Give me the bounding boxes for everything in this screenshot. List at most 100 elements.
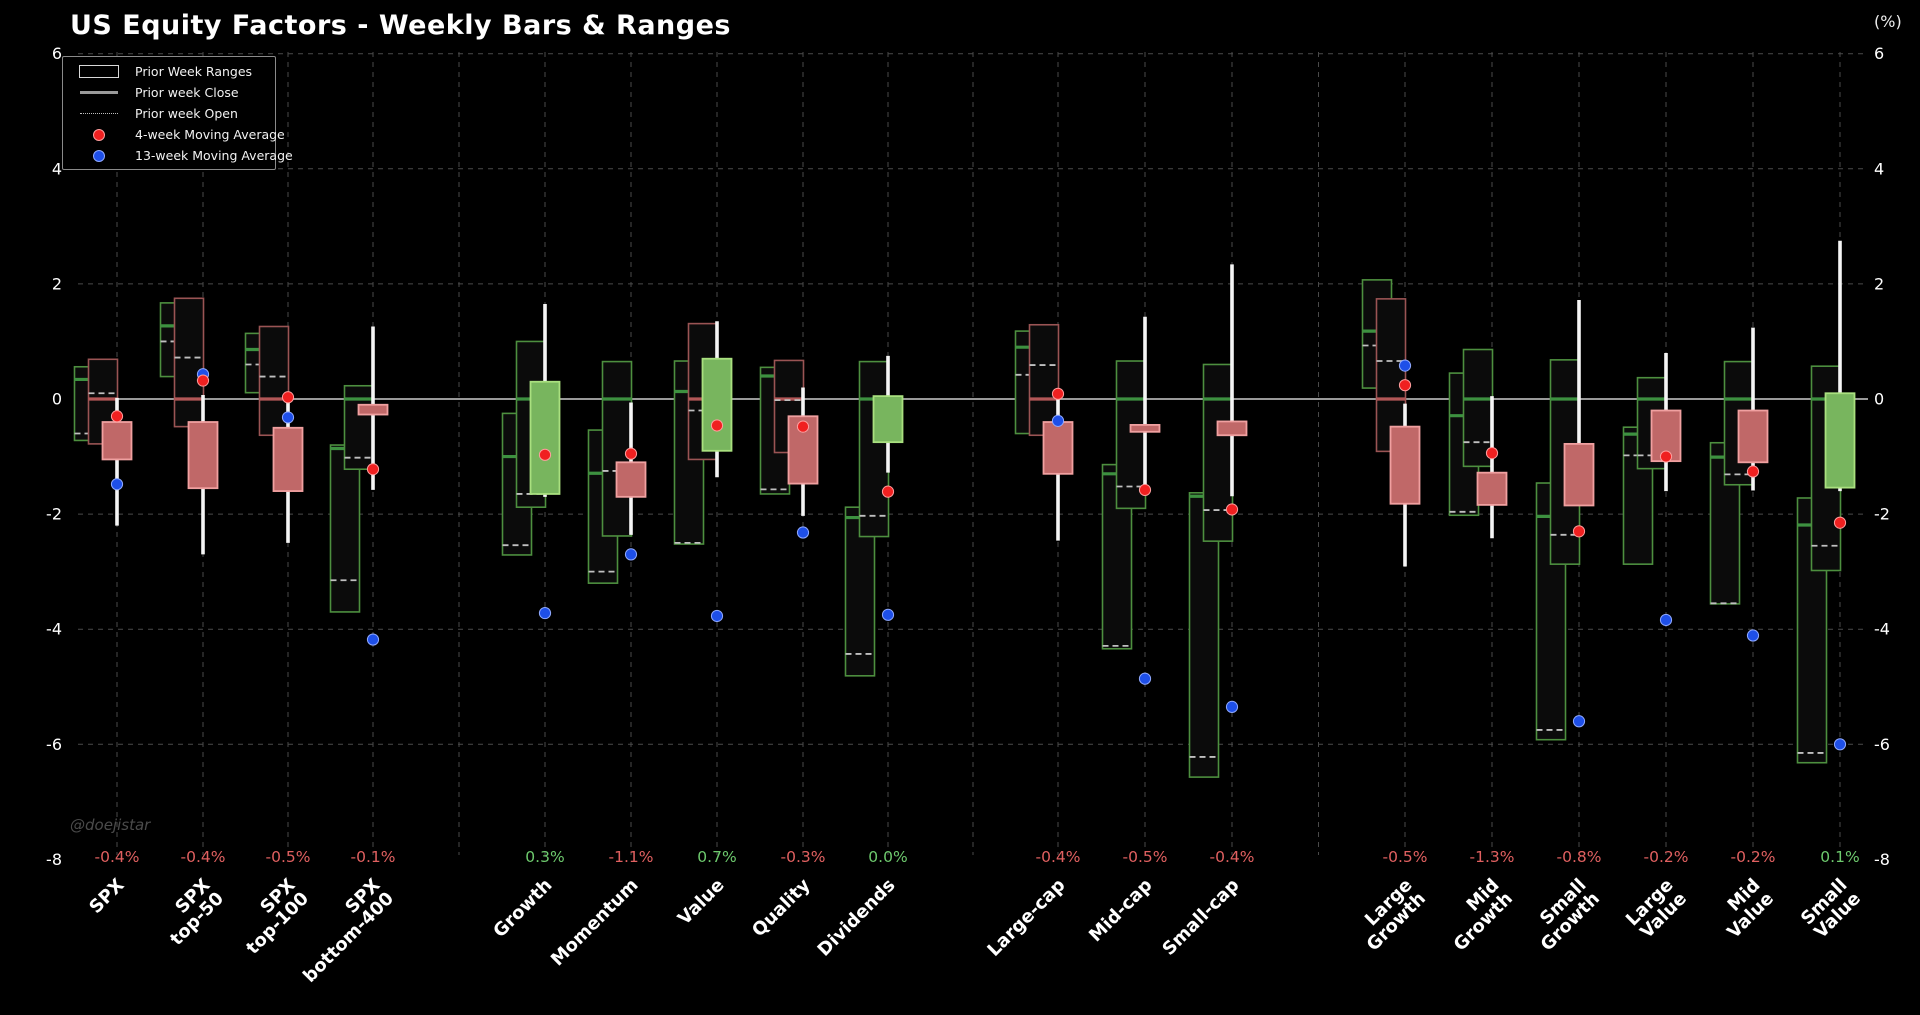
weekly-pct-label: -0.4% — [1210, 848, 1255, 866]
y-tick-label-left: 6 — [52, 44, 62, 63]
y-tick-label-right: 4 — [1874, 159, 1884, 178]
legend-item-label: Prior Week Ranges — [135, 64, 253, 79]
weekly-pct-label: -0.4% — [95, 848, 140, 866]
ma4-dot — [1833, 516, 1847, 529]
ma4-dot — [1746, 465, 1760, 478]
ma4-dot — [624, 447, 638, 460]
current-week-body — [272, 426, 304, 492]
ma13-dot — [538, 606, 552, 620]
weekly-pct-label: -1.3% — [1470, 848, 1515, 866]
current-week-body — [1129, 423, 1161, 433]
weekly-pct-label: 0.3% — [525, 848, 564, 866]
weekly-pct-label: -0.2% — [1731, 848, 1776, 866]
watermark: @doejistar — [70, 816, 151, 834]
ma4-dot — [1051, 387, 1065, 400]
current-week-body — [1389, 425, 1421, 505]
weekly-pct-label: 0.0% — [868, 848, 907, 866]
ma13-dot — [1833, 738, 1847, 751]
prior-week-range-box — [329, 444, 361, 613]
current-week-body — [529, 380, 561, 495]
ma13-dot — [881, 608, 895, 621]
red-dot-swatch-icon — [63, 128, 135, 141]
ma13-dot — [1659, 613, 1673, 627]
current-week-body — [357, 403, 389, 416]
y-axis-unit-label: (%) — [1874, 12, 1902, 31]
range-box-swatch-icon — [63, 65, 135, 78]
y-tick-label-right: 0 — [1874, 390, 1884, 409]
weekly-pct-label: -0.4% — [1036, 848, 1081, 866]
current-week-body — [701, 357, 733, 452]
prior-week-range-box — [1115, 360, 1147, 510]
legend-item-prior-week-open: Prior week Open — [63, 103, 275, 124]
current-week-body — [872, 395, 904, 444]
weekly-pct-label: 0.7% — [697, 848, 736, 866]
current-week-body — [615, 461, 647, 498]
current-week-body — [1216, 420, 1248, 437]
y-tick-label-right: -2 — [1874, 505, 1890, 524]
weekly-pct-label: 0.1% — [1820, 848, 1859, 866]
ma13-dot — [1746, 629, 1760, 642]
legend-item-label: 13-week Moving Average — [135, 148, 293, 163]
weekly-pct-label: -0.5% — [1123, 848, 1168, 866]
ma4-dot — [538, 448, 552, 461]
prior-week-range-box — [858, 360, 890, 538]
ma13-dot — [1225, 700, 1239, 713]
ma13-dot — [366, 633, 380, 646]
y-tick-label-right: 6 — [1874, 44, 1884, 63]
legend-item-label: 4-week Moving Average — [135, 127, 285, 142]
ma13-dot — [1138, 672, 1152, 685]
ma13-dot — [710, 609, 724, 623]
legend-item-label: Prior week Open — [135, 106, 238, 121]
weekly-pct-label: -0.5% — [1383, 848, 1428, 866]
current-week-body — [1650, 409, 1682, 463]
ma4-dot — [366, 463, 380, 476]
ma4-dot — [1485, 446, 1499, 460]
ma4-dot — [110, 410, 124, 423]
y-tick-label-left: 0 — [52, 390, 62, 409]
y-tick-label-left: -4 — [46, 620, 62, 639]
ma4-dot — [796, 420, 810, 433]
weekly-pct-label: -0.5% — [266, 848, 311, 866]
current-week-body — [187, 421, 219, 490]
weekly-pct-label: -0.1% — [351, 848, 396, 866]
y-tick-label-left: -8 — [46, 850, 62, 869]
y-tick-label-left: 4 — [52, 159, 62, 178]
weekly-pct-label: -0.8% — [1557, 848, 1602, 866]
blue-dot-swatch-icon — [63, 149, 135, 162]
y-tick-label-right: -8 — [1874, 850, 1890, 869]
weekly-pct-label: -1.1% — [609, 848, 654, 866]
solid-line-swatch-icon — [63, 91, 135, 94]
prior-week-range-box — [1462, 348, 1494, 468]
current-week-body — [1042, 421, 1074, 475]
legend-item-prior-week-close: Prior week Close — [63, 82, 275, 103]
ma4-dot — [881, 485, 895, 498]
y-tick-label-right: -4 — [1874, 620, 1890, 639]
prior-week-range-box — [1202, 363, 1234, 542]
weekly-pct-label: -0.2% — [1644, 848, 1689, 866]
legend-item-label: Prior week Close — [135, 85, 239, 100]
y-tick-label-left: 2 — [52, 274, 62, 293]
ma4-dot — [1138, 483, 1152, 497]
ma13-dot — [624, 548, 638, 561]
ma13-dot — [1572, 715, 1586, 728]
ma13-dot — [1398, 359, 1412, 372]
current-week-body — [1737, 409, 1769, 464]
ma4-dot — [710, 419, 724, 432]
dotted-line-swatch-icon — [63, 113, 135, 114]
ma4-dot — [1225, 503, 1239, 516]
current-week-body — [1476, 471, 1508, 506]
ma13-dot — [281, 411, 295, 424]
y-tick-label-left: -6 — [46, 735, 62, 754]
prior-week-range-box — [173, 297, 205, 428]
chart-legend: Prior Week Ranges Prior week Close Prior… — [62, 56, 293, 170]
current-week-body — [101, 421, 133, 461]
ma13-dot — [796, 526, 810, 539]
y-tick-label-right: 2 — [1874, 274, 1884, 293]
page-title: US Equity Factors - Weekly Bars & Ranges — [70, 10, 731, 41]
ma13-dot — [110, 478, 124, 491]
current-week-body — [1824, 392, 1856, 489]
weekly-pct-label: -0.4% — [181, 848, 226, 866]
legend-item-prior-week-ranges: Prior Week Ranges — [63, 61, 275, 82]
